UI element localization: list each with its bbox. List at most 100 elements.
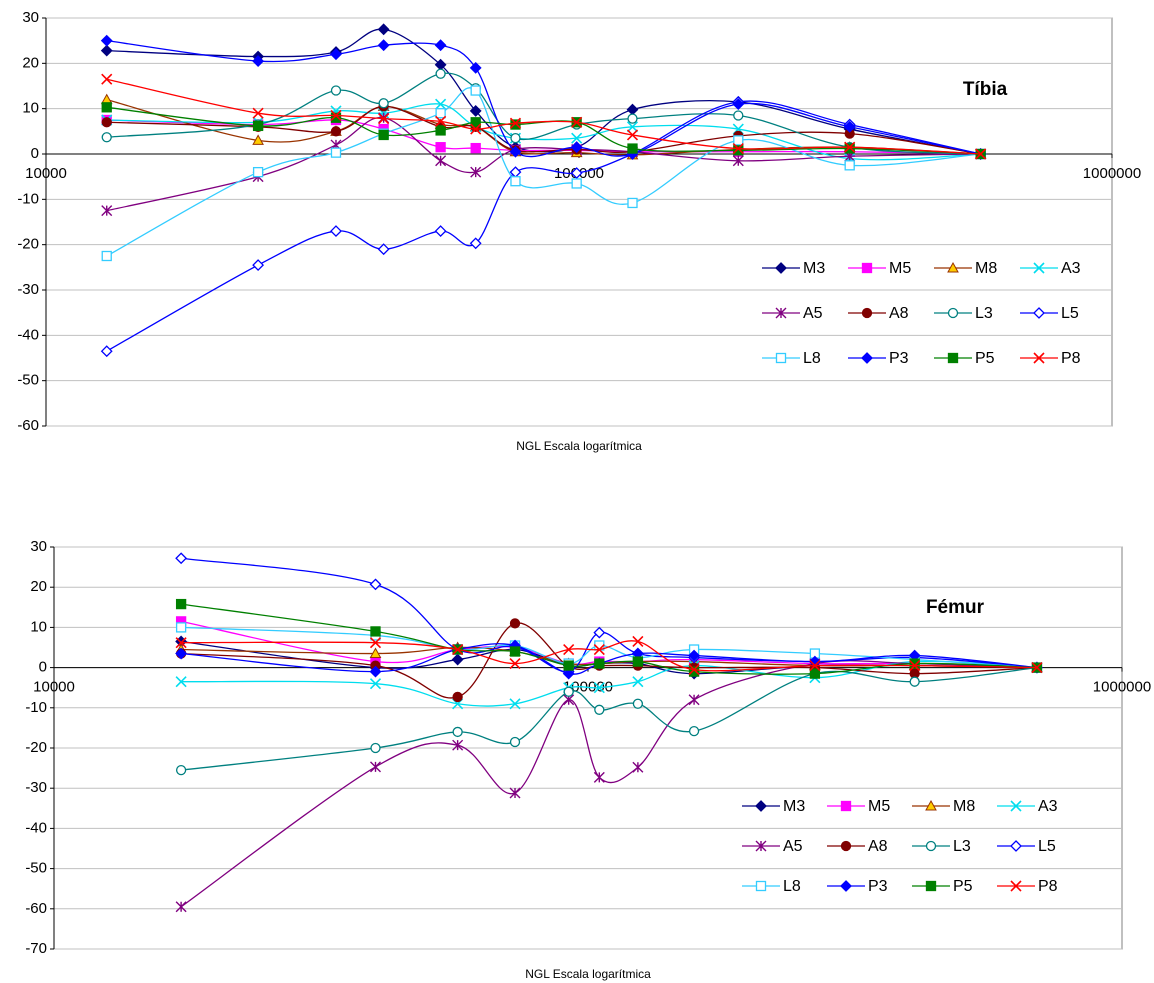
legend-marker [947,307,959,319]
legend-label: M3 [803,260,825,277]
marker [632,676,644,688]
marker [175,637,187,649]
legend-label: L3 [953,838,971,855]
marker [570,167,583,179]
legend-item: L3 [934,305,993,322]
marker [975,148,987,160]
legend-item: L5 [1020,305,1079,322]
legend-item: L8 [742,878,801,895]
legend-marker [861,262,873,274]
marker [369,637,382,649]
marker [252,107,264,119]
legend-label: L8 [783,878,801,895]
legend-item: A8 [827,838,888,855]
marker [377,39,390,52]
marker [909,660,921,672]
marker [370,626,381,637]
y-tick-label: 0 [31,145,39,162]
legend-marker [755,800,767,812]
legend-marker [861,352,873,364]
marker [843,120,856,133]
marker [470,123,482,135]
legend-item: M8 [934,260,997,277]
series-line [106,28,981,155]
legend-item: P8 [1020,350,1081,367]
marker [377,243,390,256]
legend-item: P5 [912,878,973,895]
legend-label: A8 [868,838,888,855]
marker [434,225,447,237]
y-tick-label: -10 [17,190,39,207]
marker [688,649,701,662]
legend-label: P8 [1038,878,1058,895]
marker [175,676,187,688]
y-tick-label: -20 [17,236,39,253]
marker [369,647,382,659]
marker [369,665,382,678]
x-tick-label: 1000000 [1083,165,1141,182]
legend-item: P3 [827,878,888,895]
marker [563,660,574,671]
marker [101,73,113,85]
marker [844,160,855,171]
legend-label: L3 [975,305,993,322]
marker [469,237,482,250]
legend-marker [925,880,937,892]
legend-marker [775,307,787,319]
marker [844,143,855,154]
marker [369,578,382,591]
legend-item: A3 [997,798,1058,815]
marker [563,643,575,656]
marker [330,112,342,123]
marker [330,225,342,237]
marker [809,668,821,679]
marker [378,98,389,109]
legend-item: A5 [762,305,823,322]
marker [626,129,639,141]
marker [571,116,583,128]
marker [593,643,605,656]
marker [100,34,113,47]
legend-marker [755,840,767,852]
marker [452,691,463,703]
legend-item: P5 [934,350,995,367]
marker [452,726,463,738]
y-tick-label: -60 [25,900,47,917]
marker [100,44,113,57]
legend-label: L5 [1038,838,1056,855]
legend-item: L8 [762,350,821,367]
marker [252,120,264,132]
legend-marker [840,840,852,852]
x-tick-label: 10000 [33,679,75,696]
legend-marker [775,262,787,274]
marker [563,686,574,697]
legend-label: M5 [889,260,911,277]
marker [733,110,744,121]
marker [435,125,446,136]
y-tick-label: -30 [25,779,47,796]
legend-item: P3 [848,350,909,367]
marker [252,259,265,271]
marker [509,117,522,129]
legend-item: L5 [997,838,1056,855]
marker [330,109,342,122]
y-tick-label: -40 [17,326,39,343]
marker [509,787,521,799]
series [175,635,1043,676]
y-tick-label: 30 [22,9,39,26]
marker [369,678,382,690]
y-tick-label: 0 [39,659,47,676]
legend-marker [840,800,852,812]
series-line [106,117,981,212]
marker [435,115,447,127]
marker [330,48,342,61]
marker [632,698,644,709]
marker [627,113,638,124]
marker [809,660,821,672]
series-line [106,40,981,158]
series-line [106,105,981,155]
marker [175,622,187,633]
legend-item: M5 [827,798,890,815]
marker [593,626,606,639]
legend-marker [1033,352,1045,364]
